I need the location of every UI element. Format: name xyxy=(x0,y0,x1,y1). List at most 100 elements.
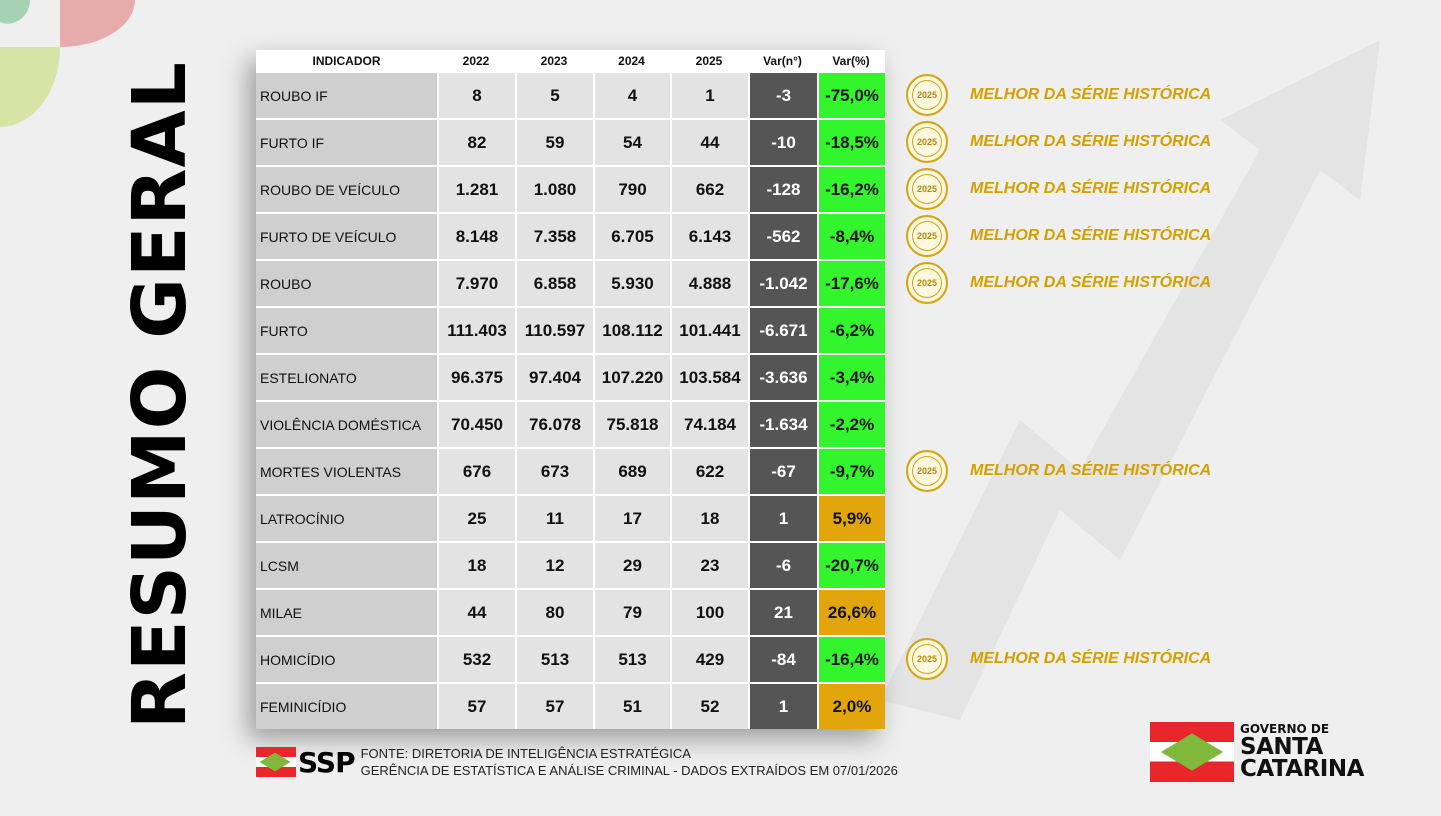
sc-flag-icon xyxy=(256,747,296,777)
badge-row xyxy=(906,353,1226,400)
column-header: Var(%) xyxy=(832,53,870,68)
table-row: VIOLÊNCIA DOMÉSTICA 70.450 76.078 75.818 74.… xyxy=(256,400,885,447)
badge-row xyxy=(906,306,1226,353)
best-historical-label: MELHOR DA SÉRIE HISTÓRICA xyxy=(970,85,1212,103)
indicator-cell: ROUBO xyxy=(256,261,437,306)
indicator-cell: FURTO DE VEÍCULO xyxy=(256,214,437,259)
table-row: ROUBO IF 8 5 4 1 -3 -75,0% xyxy=(256,71,885,118)
indicator-cell: ROUBO DE VEÍCULO xyxy=(256,167,437,212)
value-cell: 622 xyxy=(670,449,748,494)
value-cell: 23 xyxy=(670,543,748,588)
var-percent-cell: -2,2% xyxy=(817,402,885,447)
column-header: 2025 xyxy=(695,53,723,68)
badge-row: 2025 MELHOR DA SÉRIE HISTÓRICA xyxy=(906,165,1226,212)
value-cell: 70.450 xyxy=(437,402,515,447)
value-cell: 76.078 xyxy=(515,402,593,447)
value-cell: 11 xyxy=(515,496,593,541)
indicator-cell: MILAE xyxy=(256,590,437,635)
value-cell: 59 xyxy=(515,120,593,165)
seal-2025-icon: 2025 xyxy=(906,449,948,492)
value-cell: 4 xyxy=(593,73,670,118)
var-percent-cell: 26,6% xyxy=(817,590,885,635)
var-percent-cell: -16,4% xyxy=(817,637,885,682)
decor-circle-pink xyxy=(60,0,135,47)
var-percent-cell: -18,5% xyxy=(817,120,885,165)
seal-2025-icon: 2025 xyxy=(906,73,948,116)
seal-2025-icon: 2025 xyxy=(906,214,948,257)
value-cell: 4.888 xyxy=(670,261,748,306)
table-row: ROUBO DE VEÍCULO 1.281 1.080 790 662 -128 -16,… xyxy=(256,165,885,212)
var-number-cell: -6.671 xyxy=(748,308,817,353)
var-number-cell: -67 xyxy=(748,449,817,494)
var-percent-cell: -17,6% xyxy=(817,261,885,306)
value-cell: 51 xyxy=(593,684,670,729)
var-number-cell: -6 xyxy=(748,543,817,588)
var-percent-cell: 2,0% xyxy=(817,684,885,729)
gov-line-3: CATARINA xyxy=(1240,756,1364,782)
value-cell: 1.281 xyxy=(437,167,515,212)
badge-row: 2025 MELHOR DA SÉRIE HISTÓRICA xyxy=(906,212,1226,259)
sc-flag-icon xyxy=(1150,722,1234,782)
var-number-cell: -1.042 xyxy=(748,261,817,306)
gov-line-2: SANTA xyxy=(1240,734,1323,760)
decor-circle-green xyxy=(0,0,30,24)
var-number-cell: -10 xyxy=(748,120,817,165)
value-cell: 6.143 xyxy=(670,214,748,259)
table-row: ROUBO 7.970 6.858 5.930 4.888 -1.042 -17,6% xyxy=(256,259,885,306)
var-number-cell: -562 xyxy=(748,214,817,259)
var-percent-cell: -9,7% xyxy=(817,449,885,494)
background-arrow-decoration xyxy=(880,40,1380,720)
value-cell: 79 xyxy=(593,590,670,635)
best-historical-label: MELHOR DA SÉRIE HISTÓRICA xyxy=(970,461,1212,479)
value-cell: 1 xyxy=(670,73,748,118)
value-cell: 12 xyxy=(515,543,593,588)
value-cell: 662 xyxy=(670,167,748,212)
indicator-cell: LCSM xyxy=(256,543,437,588)
value-cell: 7.358 xyxy=(515,214,593,259)
badge-row: 2025 MELHOR DA SÉRIE HISTÓRICA xyxy=(906,71,1226,118)
value-cell: 513 xyxy=(515,637,593,682)
column-header: 2023 xyxy=(540,53,568,68)
value-cell: 57 xyxy=(437,684,515,729)
column-header: Var(n°) xyxy=(763,53,802,68)
table-row: LATROCÍNIO 25 11 17 18 1 5,9% xyxy=(256,494,885,541)
source-line-2: GERÊNCIA DE ESTATÍSTICA E ANÁLISE CRIMIN… xyxy=(360,763,898,778)
value-cell: 18 xyxy=(670,496,748,541)
column-header: 2024 xyxy=(618,53,645,68)
indicator-cell: MORTES VIOLENTAS xyxy=(256,449,437,494)
table-row: FURTO IF 82 59 54 44 -10 -18,5% xyxy=(256,118,885,165)
seal-2025-icon: 2025 xyxy=(906,261,948,304)
var-number-cell: -3.636 xyxy=(748,355,817,400)
source-line-1: FONTE: DIRETORIA DE INTELIGÊNCIA ESTRATÉ… xyxy=(360,746,691,761)
value-cell: 513 xyxy=(593,637,670,682)
gov-line-1: GOVERNO DE xyxy=(1240,722,1330,736)
table-row: FURTO DE VEÍCULO 8.148 7.358 6.705 6.143 -562… xyxy=(256,212,885,259)
var-number-cell: -3 xyxy=(748,73,817,118)
table-row: MORTES VIOLENTAS 676 673 689 622 -67 -9,7% xyxy=(256,447,885,494)
table-row: FEMINICÍDIO 57 57 51 52 1 2,0% xyxy=(256,682,885,729)
value-cell: 8.148 xyxy=(437,214,515,259)
value-cell: 5 xyxy=(515,73,593,118)
var-percent-cell: -8,4% xyxy=(817,214,885,259)
badge-row xyxy=(906,588,1226,635)
value-cell: 52 xyxy=(670,684,748,729)
value-cell: 44 xyxy=(437,590,515,635)
best-historical-label: MELHOR DA SÉRIE HISTÓRICA xyxy=(970,649,1212,667)
var-number-cell: 1 xyxy=(748,684,817,729)
value-cell: 6.705 xyxy=(593,214,670,259)
value-cell: 6.858 xyxy=(515,261,593,306)
badge-column: 2025 MELHOR DA SÉRIE HISTÓRICA 2025 MELHOR … xyxy=(906,71,1226,729)
badge-row xyxy=(906,541,1226,588)
value-cell: 532 xyxy=(437,637,515,682)
badge-row: 2025 MELHOR DA SÉRIE HISTÓRICA xyxy=(906,259,1226,306)
value-cell: 74.184 xyxy=(670,402,748,447)
table-row: FURTO 111.403 110.597 108.112 101.441 -6.671-… xyxy=(256,306,885,353)
value-cell: 17 xyxy=(593,496,670,541)
indicator-cell: VIOLÊNCIA DOMÉSTICA xyxy=(256,402,437,447)
value-cell: 110.597 xyxy=(515,308,593,353)
value-cell: 7.970 xyxy=(437,261,515,306)
value-cell: 101.441 xyxy=(670,308,748,353)
value-cell: 790 xyxy=(593,167,670,212)
table-row: MILAE 44 80 79 100 21 26,6% xyxy=(256,588,885,635)
value-cell: 111.403 xyxy=(437,308,515,353)
